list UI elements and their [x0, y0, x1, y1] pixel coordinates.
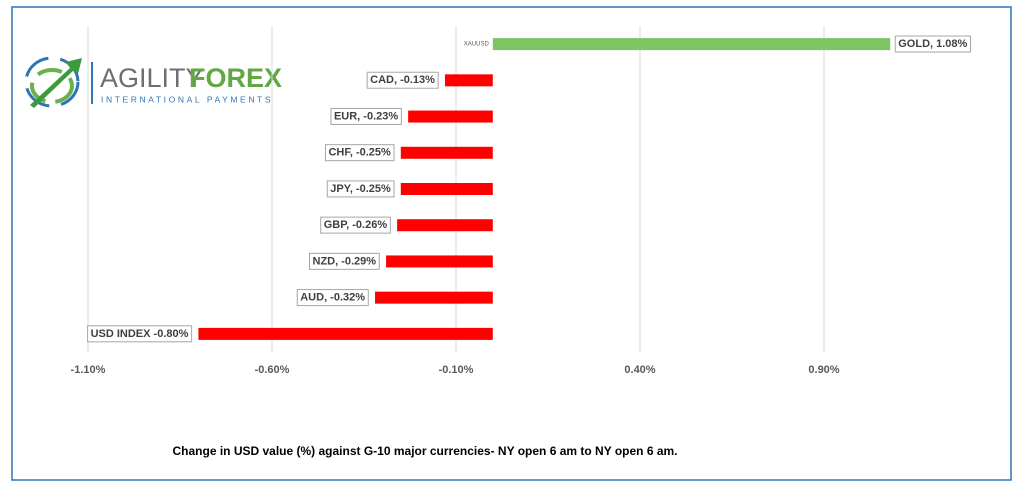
data-label-box	[296, 289, 369, 307]
logo-arrow	[30, 58, 82, 108]
logo-swirl	[24, 56, 80, 108]
category-label: XAUUSD	[464, 42, 490, 48]
data-label: AUD, -0.32%	[300, 292, 365, 304]
x-tick-label: 0.40%	[624, 364, 655, 376]
frame	[11, 6, 1012, 481]
logo-word: AGILITY	[100, 63, 204, 93]
bar	[408, 110, 493, 123]
bar	[400, 183, 493, 195]
x-tick-label: -0.60%	[255, 364, 290, 376]
data-label-box	[309, 252, 380, 270]
x-tick-label: -1.10%	[71, 364, 106, 376]
data-label: CHF, -0.25%	[328, 147, 391, 159]
data-label-box	[326, 180, 395, 198]
data-label: USD INDEX -0.80%	[91, 328, 189, 340]
data-label-box	[324, 144, 395, 162]
bar	[386, 255, 493, 268]
data-label: CAD, -0.13%	[370, 74, 435, 86]
x-tick-label: 0.90%	[808, 364, 839, 376]
bar	[400, 146, 493, 159]
bar	[375, 291, 493, 304]
data-label: JPY, -0.25%	[330, 183, 391, 195]
x-tick-label: -0.10%	[439, 364, 474, 376]
logo-tagline: INTERNATIONAL PAYMENTS	[101, 94, 273, 104]
data-label-box	[320, 216, 391, 234]
data-label-box	[894, 35, 972, 53]
bar	[198, 327, 493, 340]
logo-swirl	[30, 68, 74, 104]
data-label: GBP, -0.26%	[324, 219, 388, 231]
data-label: EUR, -0.23%	[334, 110, 398, 122]
bar	[397, 219, 493, 232]
logo: AGILITY FOREX INTERNATIONAL PAYMENTS	[24, 56, 282, 108]
logo-word: FOREX	[189, 63, 282, 93]
bar	[492, 38, 891, 51]
caption: Change in USD value (%) against G-10 maj…	[172, 444, 677, 458]
data-label: NZD, -0.29%	[313, 255, 377, 267]
bar	[444, 74, 493, 87]
data-label: GOLD, 1.08%	[898, 38, 967, 50]
data-label-box	[366, 71, 439, 89]
data-label-box	[330, 107, 402, 125]
data-label-box	[87, 325, 193, 343]
